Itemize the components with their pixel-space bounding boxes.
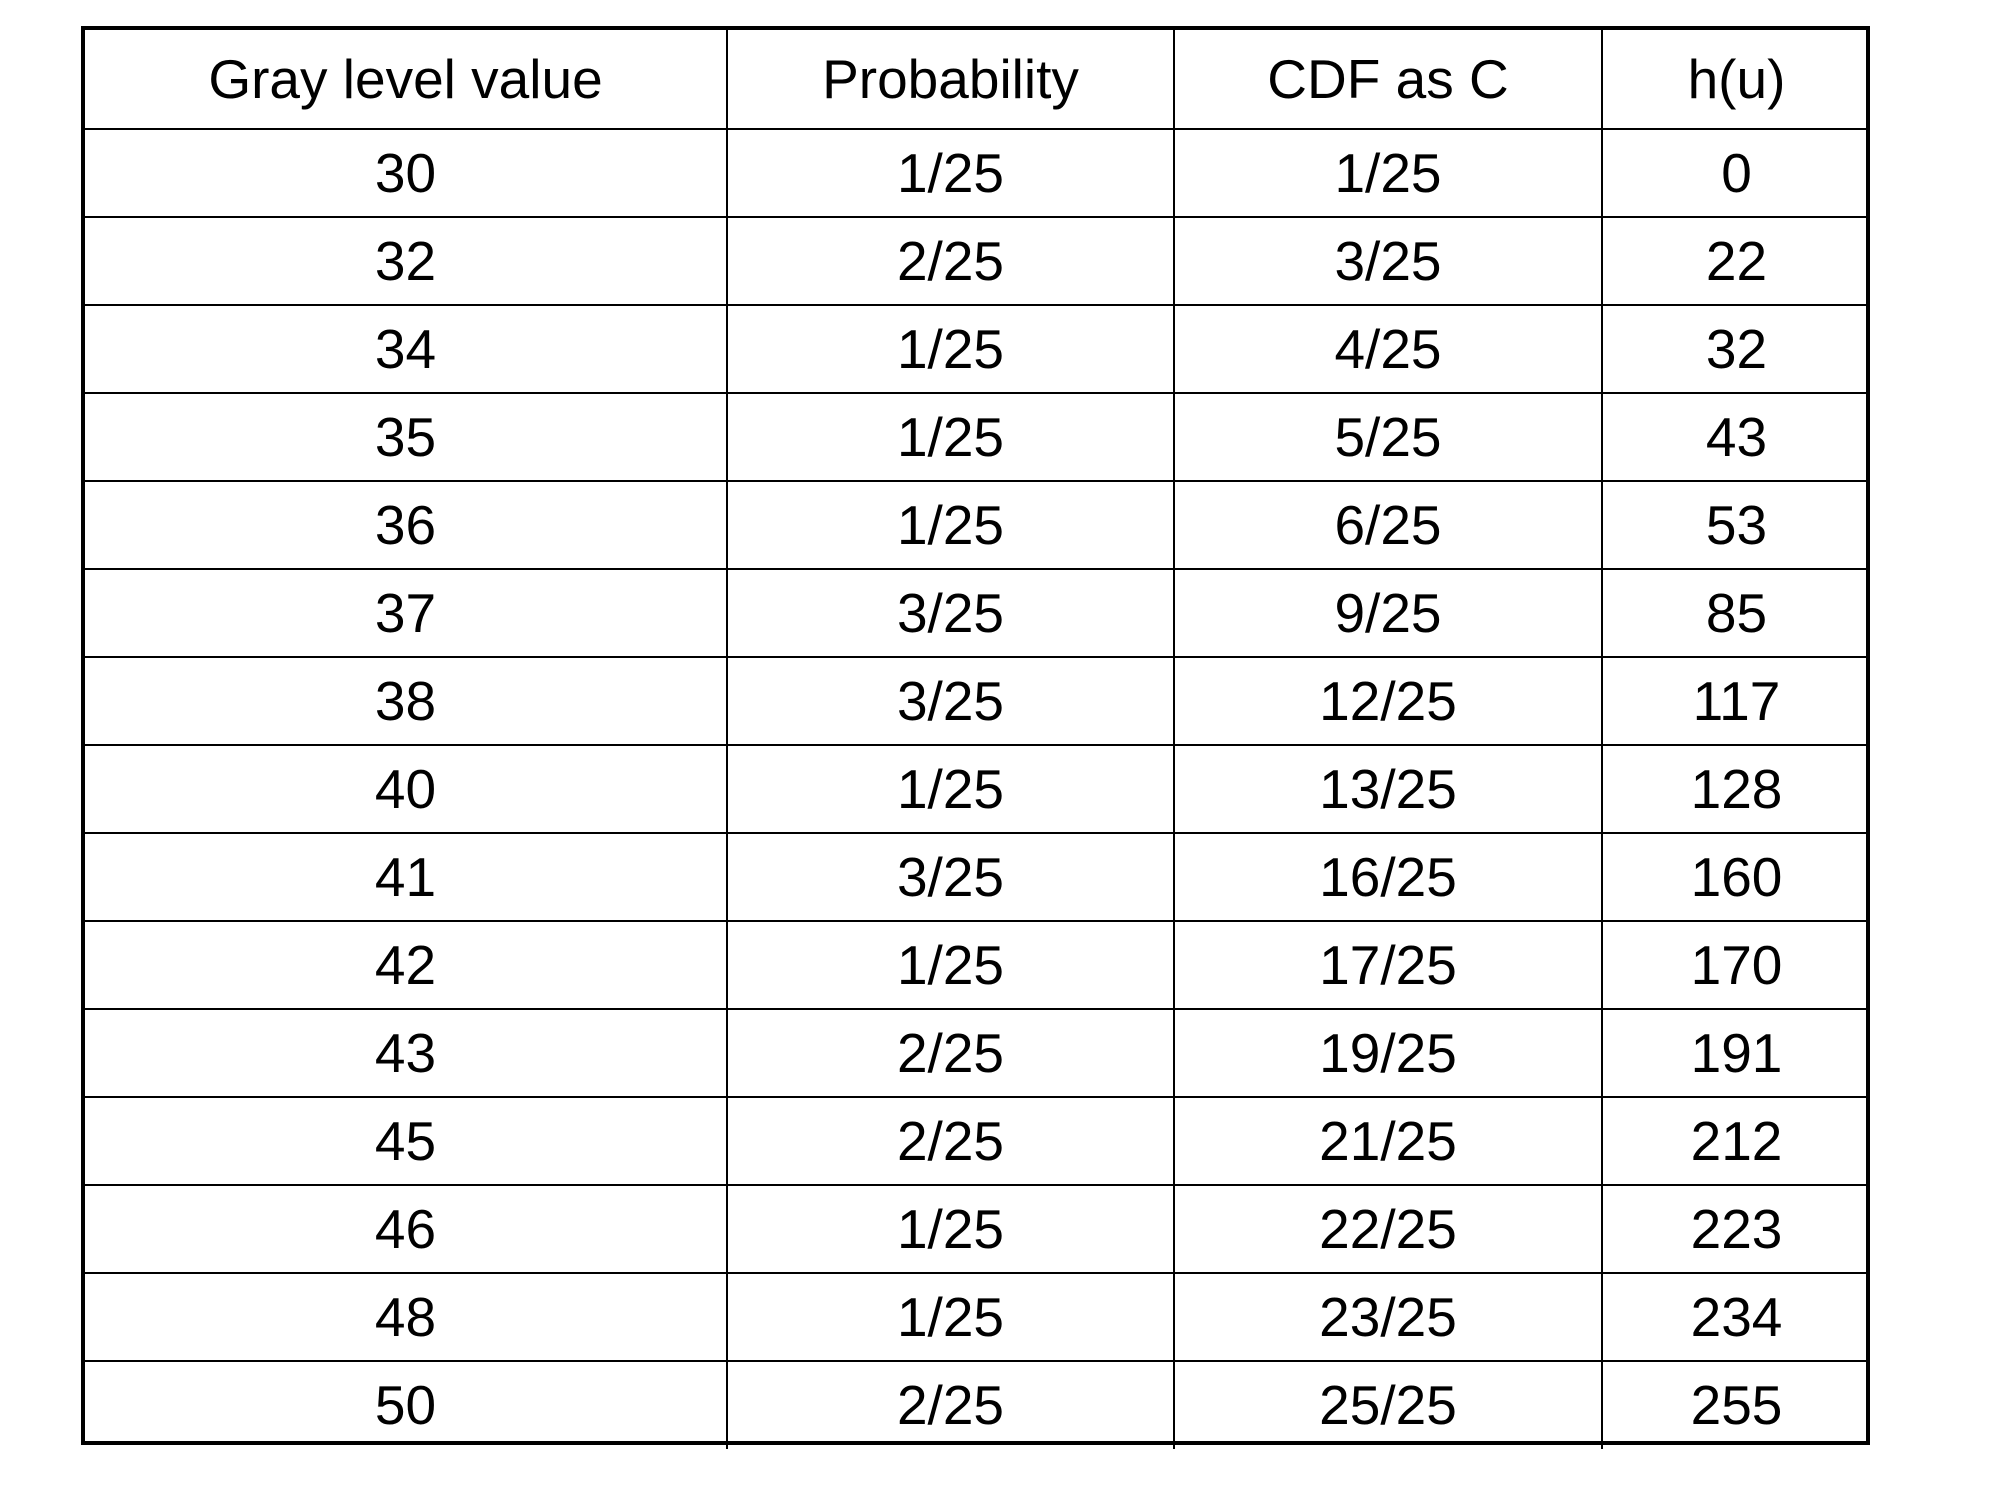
cell-gray-level: 43: [85, 1008, 728, 1098]
cell-gray-level: 37: [85, 568, 728, 658]
header-hu: h(u): [1601, 30, 1870, 130]
cell-hu: 191: [1601, 1008, 1870, 1098]
table-row: 30 1/25 1/25 0: [85, 128, 1870, 218]
cell-cdf: 6/25: [1173, 480, 1603, 570]
cell-cdf: 4/25: [1173, 304, 1603, 394]
cell-probability: 3/25: [726, 656, 1175, 746]
cell-hu: 0: [1601, 128, 1870, 218]
table-row: 40 1/25 13/25 128: [85, 744, 1870, 834]
cell-hu: 128: [1601, 744, 1870, 834]
cell-cdf: 17/25: [1173, 920, 1603, 1010]
table-header: Gray level value Probability CDF as C h(…: [85, 30, 1870, 130]
cell-hu: 223: [1601, 1184, 1870, 1274]
cell-hu: 170: [1601, 920, 1870, 1010]
cell-gray-level: 34: [85, 304, 728, 394]
cell-probability: 3/25: [726, 568, 1175, 658]
cell-cdf: 19/25: [1173, 1008, 1603, 1098]
cell-probability: 1/25: [726, 480, 1175, 570]
header-probability: Probability: [726, 30, 1175, 130]
table-row: 41 3/25 16/25 160: [85, 832, 1870, 922]
header-row: Gray level value Probability CDF as C h(…: [85, 30, 1870, 130]
cell-cdf: 3/25: [1173, 216, 1603, 306]
cell-cdf: 1/25: [1173, 128, 1603, 218]
cell-cdf: 25/25: [1173, 1360, 1603, 1449]
cell-cdf: 9/25: [1173, 568, 1603, 658]
table-row: 32 2/25 3/25 22: [85, 216, 1870, 306]
table-row: 42 1/25 17/25 170: [85, 920, 1870, 1010]
cell-gray-level: 50: [85, 1360, 728, 1449]
table-row: 34 1/25 4/25 32: [85, 304, 1870, 394]
cell-probability: 2/25: [726, 216, 1175, 306]
cell-hu: 117: [1601, 656, 1870, 746]
cell-probability: 1/25: [726, 392, 1175, 482]
cell-gray-level: 30: [85, 128, 728, 218]
cell-hu: 212: [1601, 1096, 1870, 1186]
cell-cdf: 12/25: [1173, 656, 1603, 746]
cell-hu: 32: [1601, 304, 1870, 394]
cell-gray-level: 38: [85, 656, 728, 746]
cell-gray-level: 42: [85, 920, 728, 1010]
table-row: 43 2/25 19/25 191: [85, 1008, 1870, 1098]
histogram-equalization-table: Gray level value Probability CDF as C h(…: [85, 30, 1870, 1449]
cell-probability: 2/25: [726, 1008, 1175, 1098]
cell-cdf: 23/25: [1173, 1272, 1603, 1362]
table-row: 35 1/25 5/25 43: [85, 392, 1870, 482]
table-row: 45 2/25 21/25 212: [85, 1096, 1870, 1186]
cell-hu: 234: [1601, 1272, 1870, 1362]
cell-gray-level: 45: [85, 1096, 728, 1186]
cell-hu: 255: [1601, 1360, 1870, 1449]
cell-cdf: 16/25: [1173, 832, 1603, 922]
cell-gray-level: 46: [85, 1184, 728, 1274]
cell-gray-level: 36: [85, 480, 728, 570]
cell-hu: 22: [1601, 216, 1870, 306]
cell-probability: 1/25: [726, 1184, 1175, 1274]
cell-hu: 160: [1601, 832, 1870, 922]
cell-probability: 2/25: [726, 1096, 1175, 1186]
table-row: 38 3/25 12/25 117: [85, 656, 1870, 746]
cell-probability: 1/25: [726, 744, 1175, 834]
table-body: 30 1/25 1/25 0 32 2/25 3/25 22 34 1/25 4/25 32 35 1/2…: [85, 128, 1870, 1449]
cell-probability: 3/25: [726, 832, 1175, 922]
cell-cdf: 21/25: [1173, 1096, 1603, 1186]
cell-gray-level: 40: [85, 744, 728, 834]
cell-gray-level: 41: [85, 832, 728, 922]
cell-cdf: 13/25: [1173, 744, 1603, 834]
cell-probability: 1/25: [726, 304, 1175, 394]
cell-gray-level: 32: [85, 216, 728, 306]
cell-gray-level: 35: [85, 392, 728, 482]
cell-probability: 1/25: [726, 920, 1175, 1010]
header-cdf: CDF as C: [1173, 30, 1603, 130]
cell-hu: 43: [1601, 392, 1870, 482]
table-row: 36 1/25 6/25 53: [85, 480, 1870, 570]
cell-cdf: 22/25: [1173, 1184, 1603, 1274]
header-gray-level: Gray level value: [85, 30, 728, 130]
cell-hu: 53: [1601, 480, 1870, 570]
cell-probability: 1/25: [726, 128, 1175, 218]
cell-hu: 85: [1601, 568, 1870, 658]
table-row: 37 3/25 9/25 85: [85, 568, 1870, 658]
table-row: 48 1/25 23/25 234: [85, 1272, 1870, 1362]
cell-probability: 1/25: [726, 1272, 1175, 1362]
histogram-equalization-table-frame: Gray level value Probability CDF as C h(…: [81, 26, 1870, 1449]
cell-cdf: 5/25: [1173, 392, 1603, 482]
cell-probability: 2/25: [726, 1360, 1175, 1449]
cell-gray-level: 48: [85, 1272, 728, 1362]
table-row: 46 1/25 22/25 223: [85, 1184, 1870, 1274]
table-row: 50 2/25 25/25 255: [85, 1360, 1870, 1449]
